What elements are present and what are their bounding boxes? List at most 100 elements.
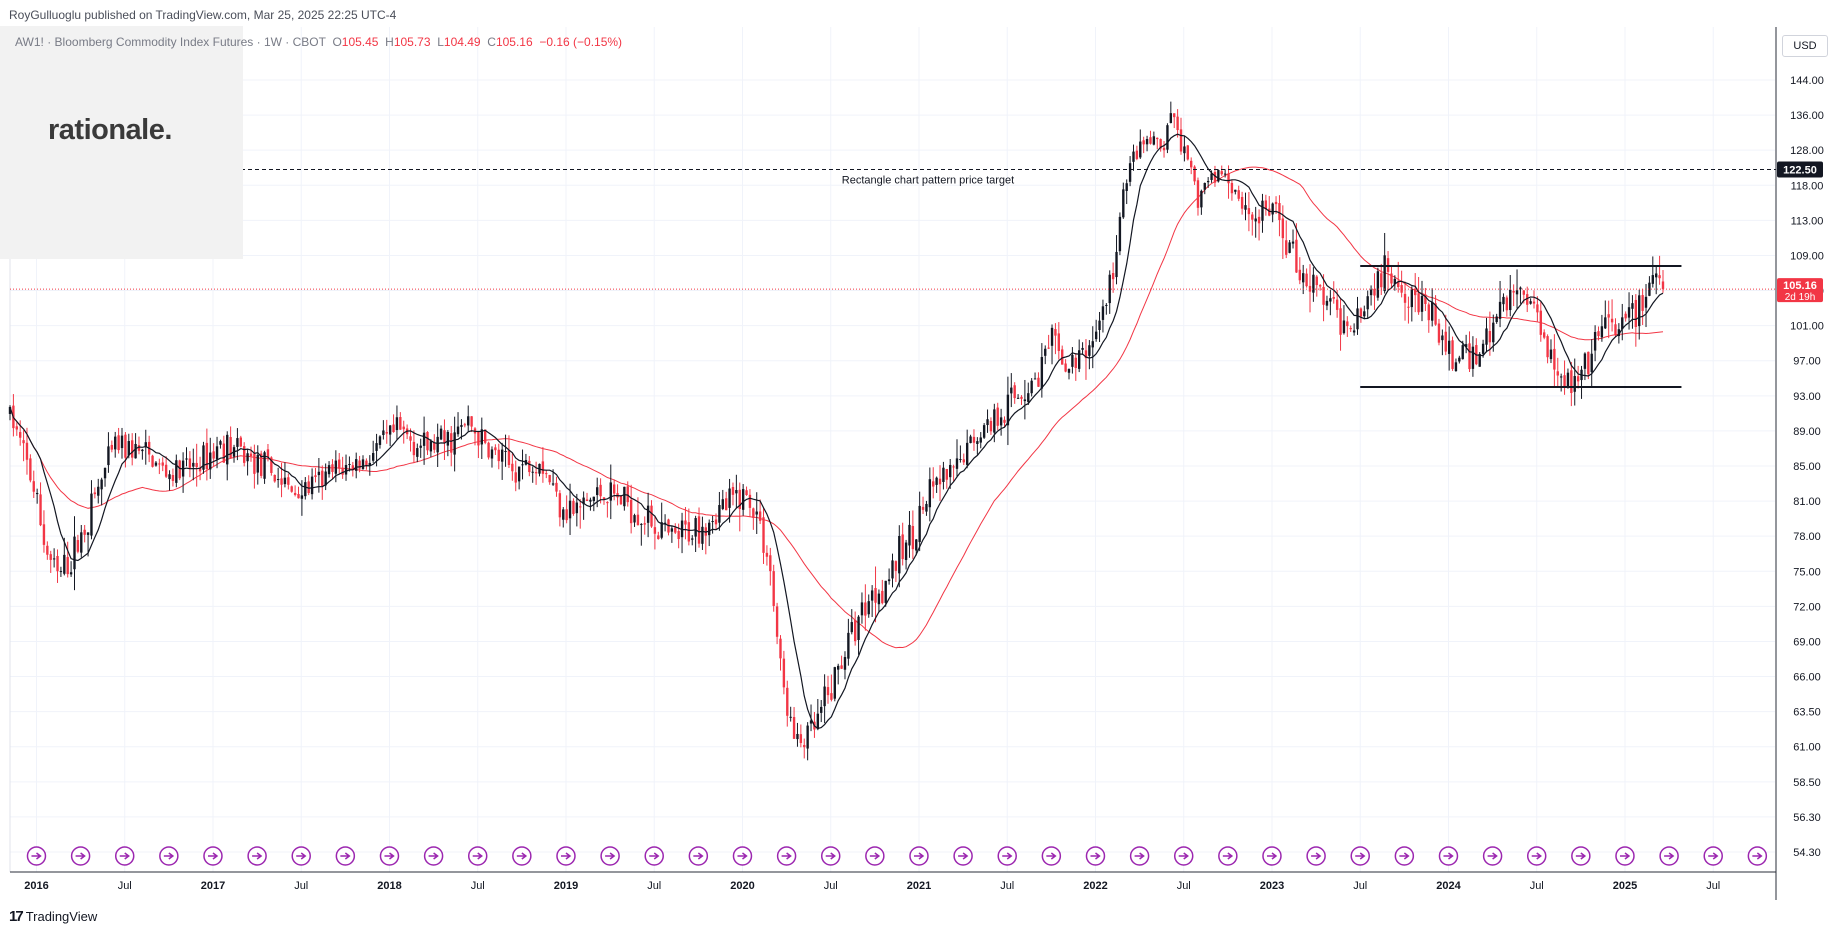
candle-body xyxy=(1441,335,1444,341)
high-value: 105.73 xyxy=(393,35,431,49)
candle-body xyxy=(215,446,219,460)
candle-body xyxy=(171,475,175,481)
candle-body xyxy=(137,445,141,451)
candle-body xyxy=(1183,146,1186,154)
event-arrow-icon xyxy=(1222,852,1234,860)
candle-body xyxy=(976,441,979,444)
candle-body xyxy=(1156,137,1159,140)
time-tick-label: 2022 xyxy=(1083,880,1107,892)
currency-button[interactable]: USD xyxy=(1782,35,1828,57)
candle-body xyxy=(853,619,857,642)
candle-body xyxy=(1400,285,1403,293)
candle-body xyxy=(1166,125,1169,150)
event-arrow-icon xyxy=(1752,852,1763,860)
candle-body xyxy=(1454,362,1458,372)
candle-body xyxy=(697,516,701,544)
candle-body xyxy=(674,527,677,533)
candle-body xyxy=(718,505,721,523)
candle-body xyxy=(1600,326,1604,338)
symbol-legend[interactable]: AW1! · Bloomberg Commodity Index Futures… xyxy=(15,35,622,49)
candle-body xyxy=(748,494,752,508)
candle-body xyxy=(1339,308,1342,335)
candle-body xyxy=(921,506,925,510)
candle-body xyxy=(1254,218,1257,222)
event-arrow-icon xyxy=(75,852,86,860)
candle-body xyxy=(1220,171,1223,175)
candle-body xyxy=(392,424,395,433)
candle-body xyxy=(1410,289,1414,308)
event-arrow-icon xyxy=(781,852,792,860)
candle-body xyxy=(989,420,993,432)
candle-body xyxy=(1142,140,1145,145)
candle-body xyxy=(1291,241,1295,244)
candle-body xyxy=(1101,306,1105,320)
time-axis[interactable]: 2016 Jul 2017 Jul 2018 Jul 2019 Jul 2020 Jul 2021 J… xyxy=(10,871,1776,892)
candle-body xyxy=(80,532,83,553)
candle-body xyxy=(385,432,388,434)
candle-body xyxy=(881,590,884,604)
candle-body xyxy=(1210,173,1213,180)
candle-body xyxy=(691,538,694,540)
symbol-name[interactable]: AW1! · Bloomberg Commodity Index Futures… xyxy=(15,35,326,49)
time-tick-label: Jul xyxy=(1000,880,1014,892)
candle-body xyxy=(416,448,419,457)
candle-body xyxy=(579,506,582,508)
candle-body xyxy=(1648,282,1651,296)
candle-body xyxy=(1478,353,1481,367)
candle-body xyxy=(443,430,446,443)
candle-body xyxy=(711,521,714,523)
candle-body xyxy=(565,509,568,521)
candle-body xyxy=(612,484,616,494)
tradingview-footer[interactable]: 17 TradingView xyxy=(9,908,97,925)
close-value: 105.16 xyxy=(495,35,533,49)
candle-body xyxy=(670,528,674,532)
candle-body xyxy=(226,434,229,465)
time-tick-label: 2018 xyxy=(377,880,401,892)
candle-body xyxy=(195,462,198,468)
candle-body xyxy=(439,428,443,440)
candle-body xyxy=(1393,278,1397,285)
candle-body xyxy=(1149,137,1152,144)
candle-body xyxy=(1587,351,1590,375)
price-tick-label: 66.00 xyxy=(1793,672,1821,684)
candle-body xyxy=(1325,300,1329,306)
candle-body xyxy=(1067,369,1071,373)
candle-body xyxy=(517,466,521,482)
candle-body xyxy=(521,464,524,466)
candle-body xyxy=(341,467,344,475)
candle-body xyxy=(66,557,69,575)
candle-body xyxy=(1257,216,1261,224)
time-tick-label: 2017 xyxy=(201,880,225,892)
candle-body xyxy=(1200,190,1203,208)
candle-body xyxy=(942,467,945,482)
event-arrow-icon xyxy=(693,852,704,860)
last-price-label: 105.16 xyxy=(1783,280,1817,292)
candle-body xyxy=(1651,275,1654,284)
candle-body xyxy=(1010,387,1013,394)
candle-body xyxy=(1162,147,1166,151)
price-tick-label: 128.00 xyxy=(1790,145,1824,157)
candle-body xyxy=(1430,301,1434,321)
candle-body xyxy=(840,665,843,669)
price-axis[interactable]: 144.00 136.00 128.00 118.00 113.00 109.00 105.… xyxy=(1775,27,1824,900)
candle-body xyxy=(59,571,63,573)
candle-body xyxy=(1128,163,1132,182)
candle-body xyxy=(97,486,100,496)
candle-body xyxy=(1420,296,1424,312)
candle-body xyxy=(32,481,35,492)
event-markers[interactable] xyxy=(26,846,1768,866)
candle-body xyxy=(409,436,412,441)
target-price-badge[interactable] xyxy=(1777,161,1823,178)
candle-body xyxy=(1444,331,1447,352)
candle-body xyxy=(253,453,256,474)
last-price-badge[interactable] xyxy=(1777,278,1823,303)
candle-body xyxy=(1342,320,1346,334)
time-tick-label: 2019 xyxy=(554,880,578,892)
candle-body xyxy=(1037,377,1040,387)
candle-body xyxy=(1030,380,1033,394)
candle-body xyxy=(18,432,22,438)
candle-body xyxy=(1179,129,1183,152)
candle-body xyxy=(1302,273,1305,283)
candle-body xyxy=(1563,375,1566,388)
